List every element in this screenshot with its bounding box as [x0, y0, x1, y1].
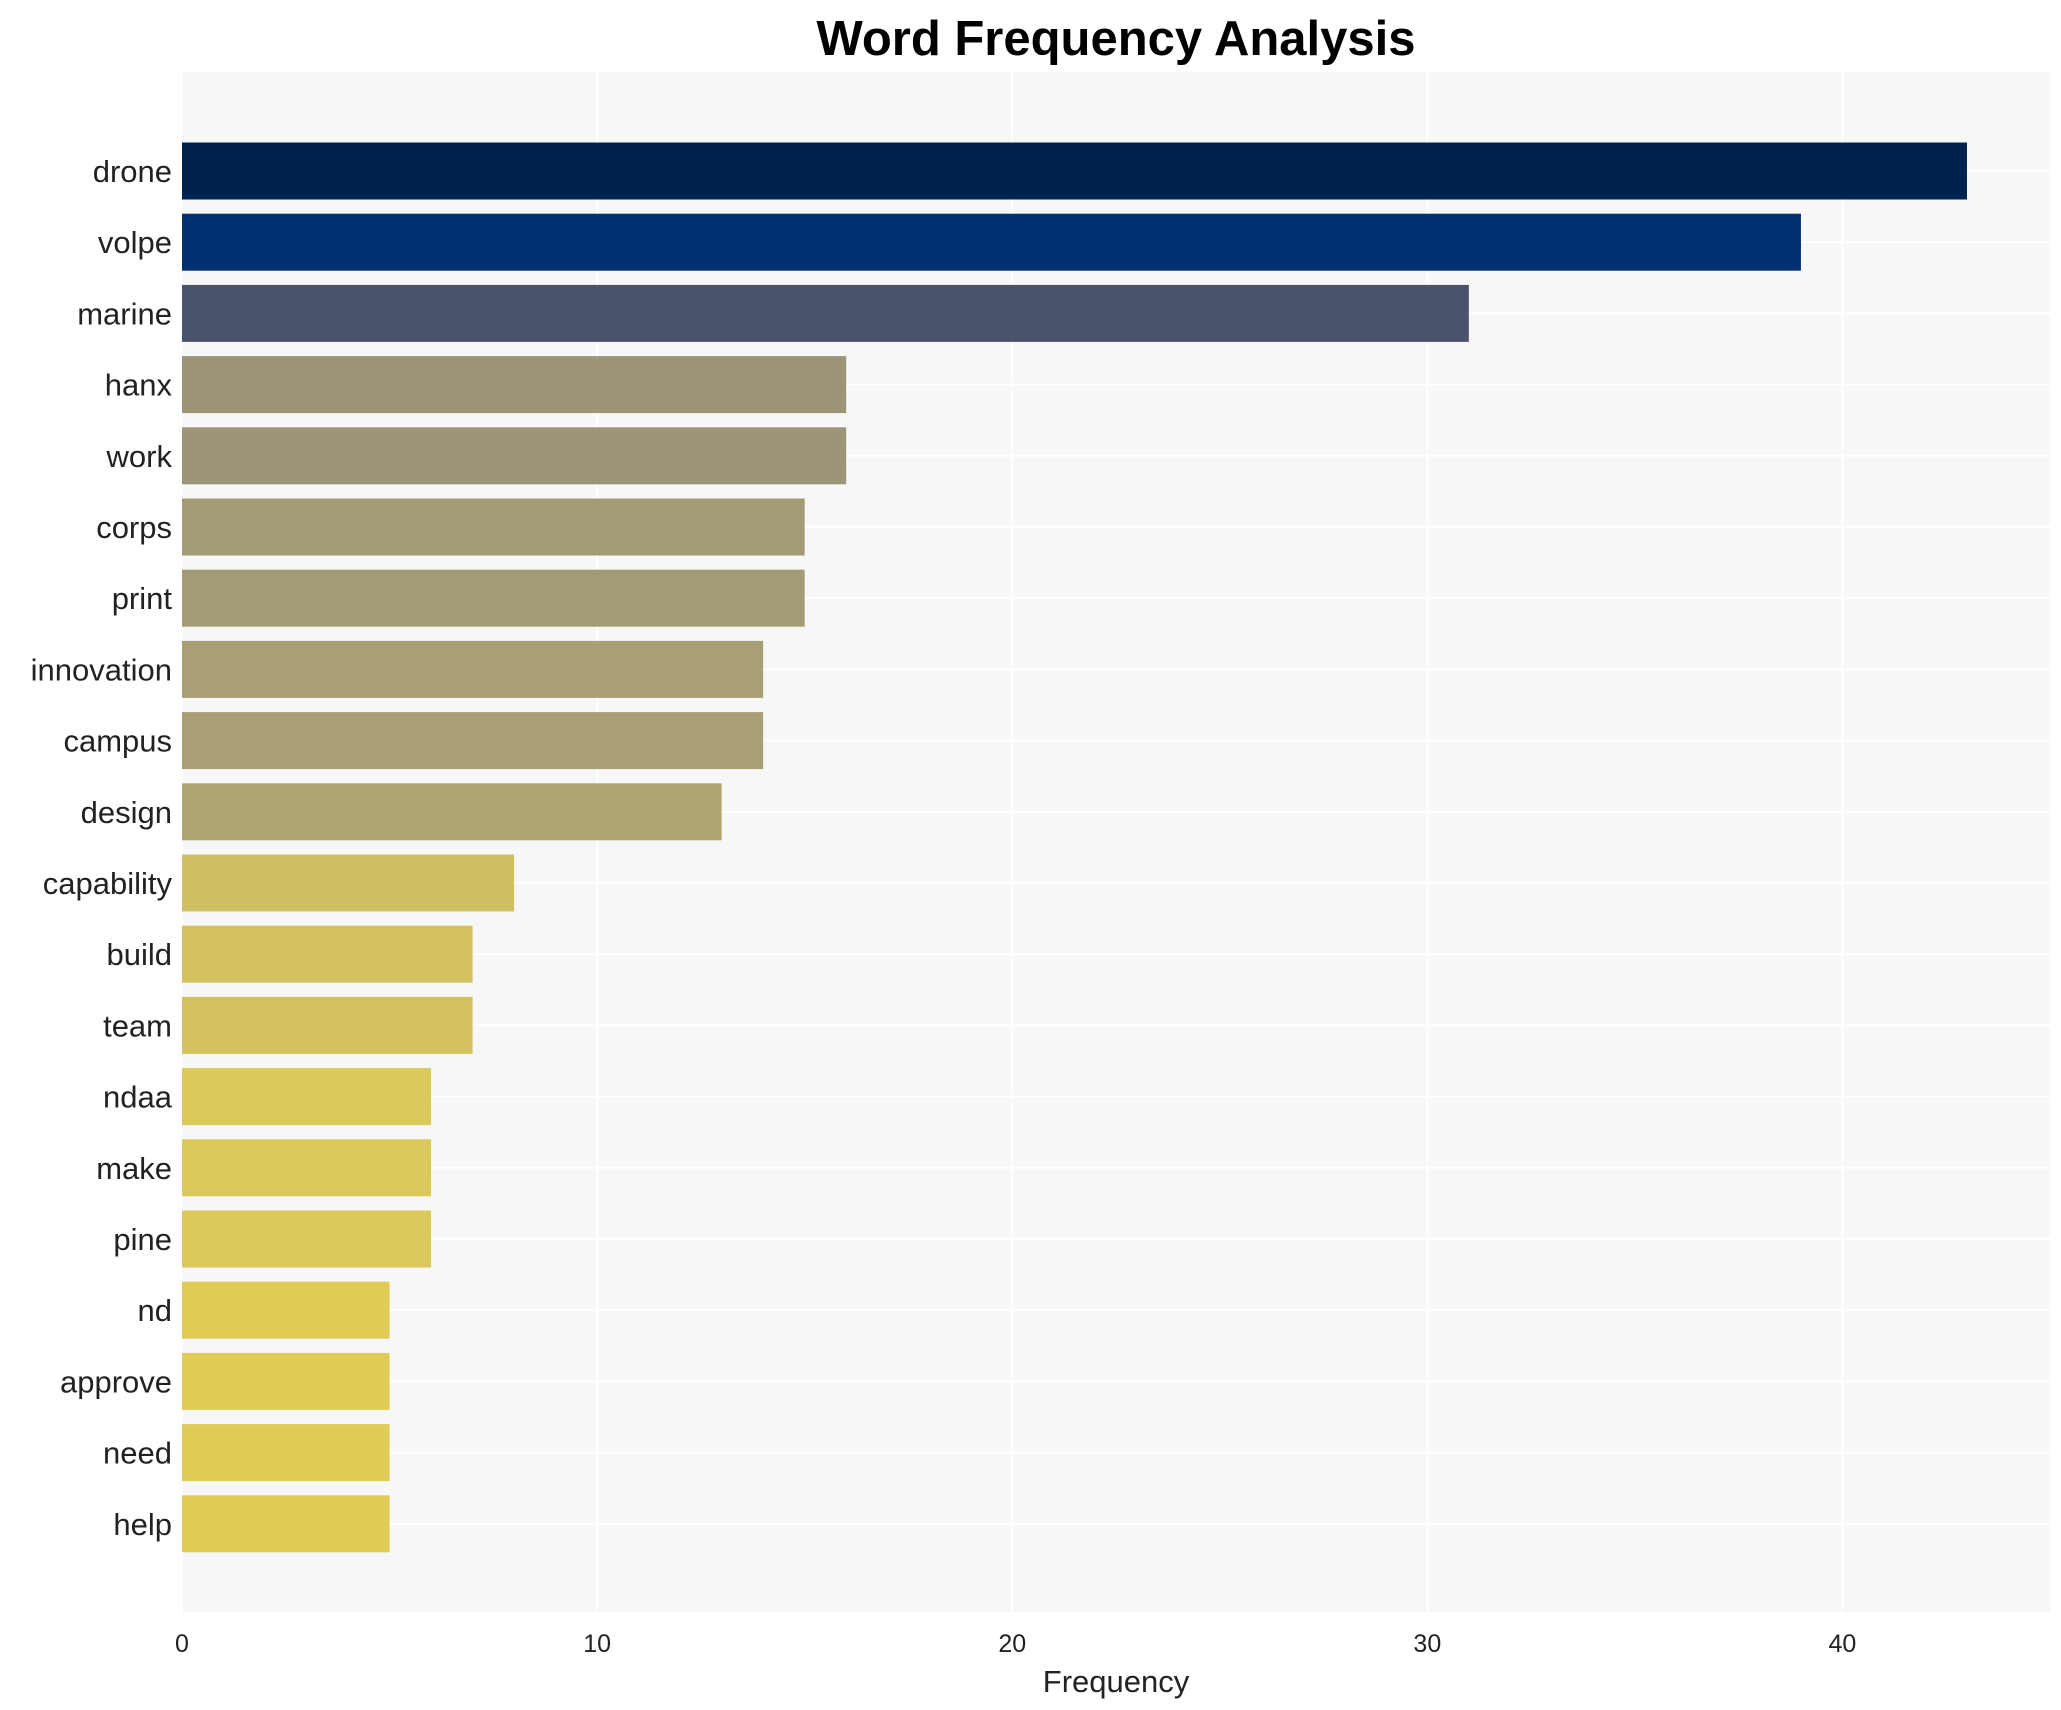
category-label-marine: marine: [77, 296, 172, 331]
category-label-campus: campus: [63, 724, 172, 759]
bar-innovation: [182, 640, 764, 698]
category-label-team: team: [103, 1008, 172, 1043]
bar-help: [182, 1495, 390, 1553]
category-label-build: build: [107, 937, 173, 972]
bar-work: [182, 427, 847, 485]
bar-hanx: [182, 356, 847, 414]
category-label-hanx: hanx: [105, 368, 173, 403]
bar-nd: [182, 1281, 390, 1339]
category-label-make: make: [96, 1151, 172, 1186]
bar-need: [182, 1424, 390, 1482]
bar-drone: [182, 142, 1967, 200]
bar-approve: [182, 1352, 390, 1410]
category-labels: drone volpe marine hanx work corps print innova…: [31, 154, 173, 1542]
bar-marine: [182, 284, 1469, 342]
x-tick-label-10: 10: [583, 1630, 611, 1658]
category-label-corps: corps: [96, 510, 172, 545]
category-label-ndaa: ndaa: [103, 1080, 173, 1115]
bar-campus: [182, 712, 764, 770]
x-tick-labels: 0 10 20 30 40: [175, 1630, 1856, 1658]
category-label-capability: capability: [43, 866, 173, 901]
bar-design: [182, 783, 722, 841]
category-label-help: help: [113, 1507, 172, 1542]
bars: [182, 142, 1967, 1553]
bar-capability: [182, 854, 515, 912]
x-axis-label: Frequency: [1043, 1664, 1190, 1699]
bar-corps: [182, 498, 805, 556]
category-label-innovation: innovation: [31, 652, 172, 687]
category-label-need: need: [103, 1436, 172, 1471]
bar-build: [182, 925, 473, 983]
category-label-pine: pine: [113, 1222, 172, 1257]
bar-volpe: [182, 213, 1801, 271]
bar-print: [182, 569, 805, 627]
chart-title: Word Frequency Analysis: [816, 12, 1415, 66]
x-tick-label-40: 40: [1829, 1630, 1857, 1658]
bar-make: [182, 1139, 432, 1197]
category-label-volpe: volpe: [98, 225, 172, 260]
category-label-nd: nd: [138, 1293, 172, 1328]
category-label-work: work: [106, 439, 173, 474]
category-label-approve: approve: [60, 1364, 172, 1399]
category-label-drone: drone: [93, 154, 172, 189]
bar-team: [182, 996, 473, 1054]
x-tick-label-30: 30: [1413, 1630, 1441, 1658]
bar-pine: [182, 1210, 432, 1268]
x-tick-label-0: 0: [175, 1630, 189, 1658]
bar-ndaa: [182, 1068, 432, 1126]
category-label-print: print: [112, 581, 173, 616]
category-label-design: design: [81, 795, 172, 830]
x-tick-label-20: 20: [998, 1630, 1026, 1658]
